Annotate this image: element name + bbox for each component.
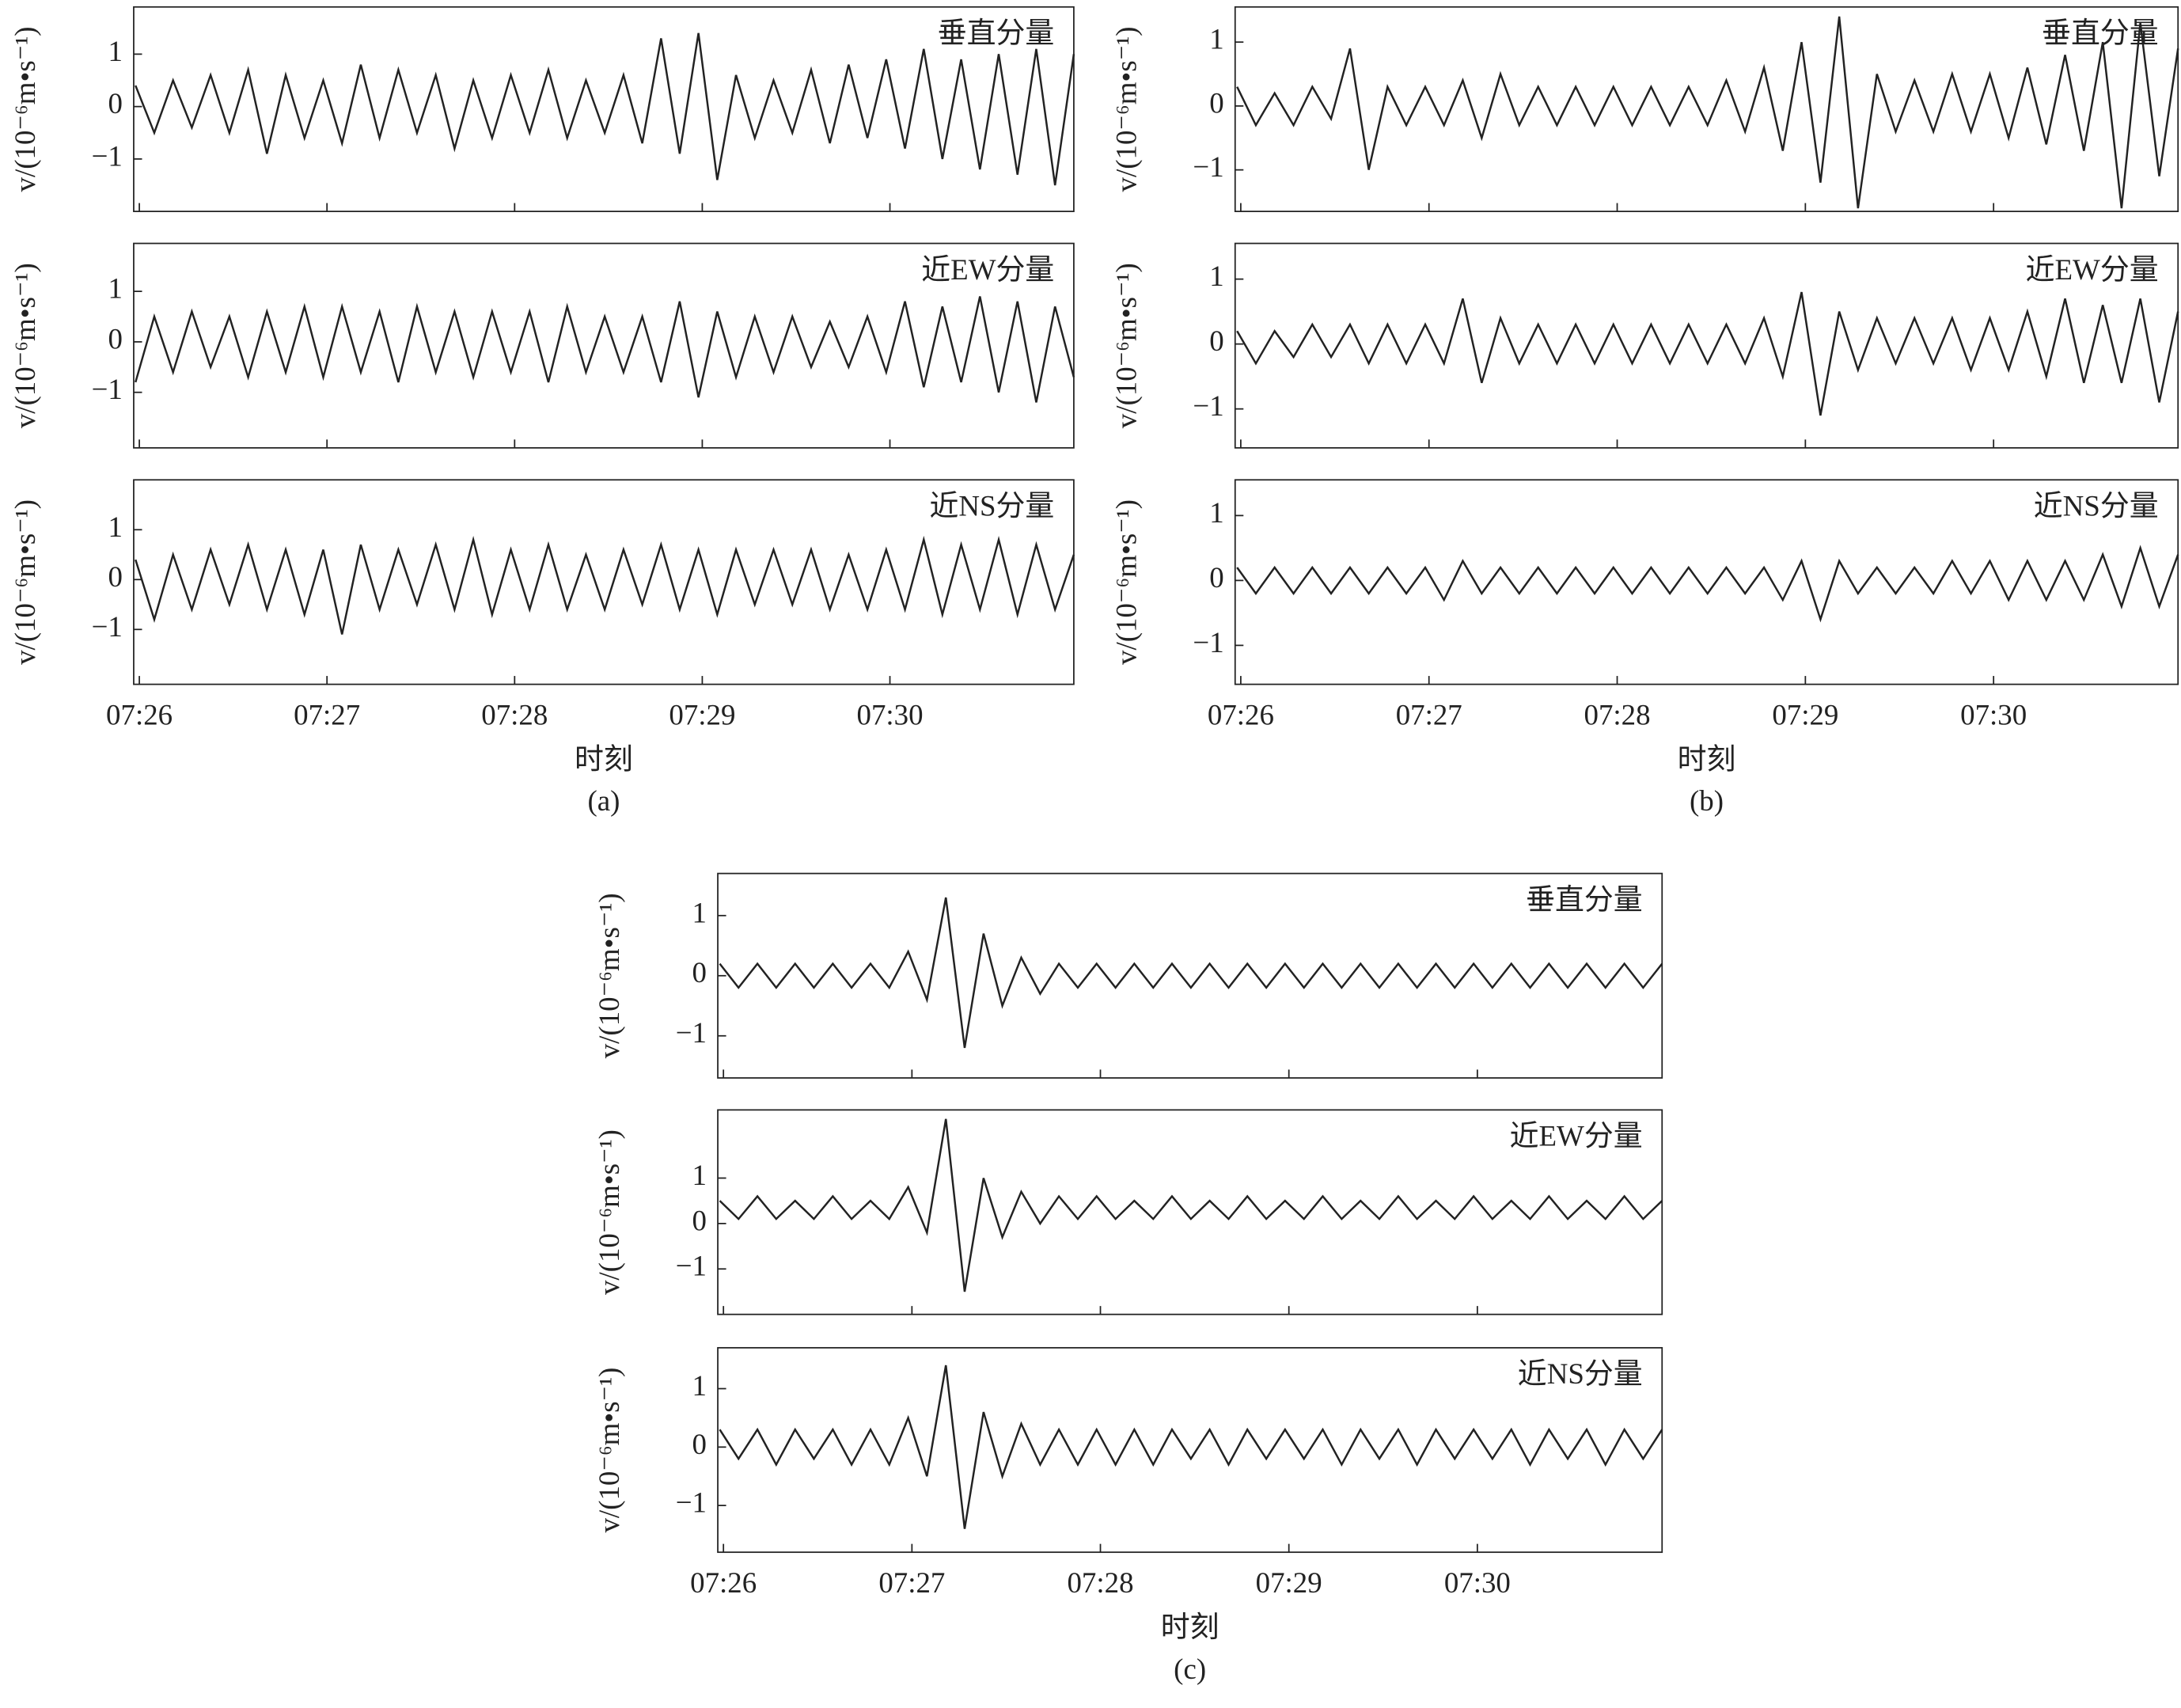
y-tick-label: −1 bbox=[1193, 389, 1223, 422]
y-tick-label: 0 bbox=[1209, 325, 1223, 357]
waveform bbox=[135, 296, 1075, 403]
caption: (a) bbox=[587, 784, 620, 818]
y-axis-label: v/(10⁻⁶m•s⁻¹) bbox=[9, 26, 42, 192]
x-tick-label: 07:26 bbox=[106, 698, 173, 731]
panel: −1 0 1 07:26 07:27 07:28 07:29 07:30 近NS分量 v/(10⁻… bbox=[9, 479, 1075, 731]
panel: −1 0 1 07:26 07:27 07:28 07:29 07:30 近NS分量 v/(10⁻… bbox=[593, 1346, 1663, 1599]
y-tick-label: 0 bbox=[108, 560, 122, 593]
x-tick-label: 07:30 bbox=[857, 698, 924, 731]
y-tick-label: 0 bbox=[692, 956, 707, 989]
panel-frame bbox=[717, 1346, 1663, 1554]
y-tick-label: 0 bbox=[692, 1428, 707, 1460]
x-tick-label: 07:28 bbox=[1584, 698, 1651, 731]
y-tick-label: 1 bbox=[108, 35, 122, 67]
panel-frame bbox=[133, 6, 1075, 212]
x-tick-label: 07:30 bbox=[1444, 1566, 1511, 1599]
y-tick-label: −1 bbox=[1193, 626, 1223, 659]
panel-title: 近EW分量 bbox=[921, 253, 1054, 286]
y-axis-label: v/(10⁻⁶m•s⁻¹) bbox=[593, 1368, 626, 1533]
y-tick-label: 1 bbox=[1209, 496, 1223, 529]
y-tick-label: −1 bbox=[92, 373, 123, 405]
panel: −1 0 1 垂直分量 v/(10⁻⁶m•s⁻¹) bbox=[1110, 6, 2179, 212]
panel-title: 近NS分量 bbox=[2034, 490, 2159, 522]
y-tick-label: 0 bbox=[1209, 561, 1223, 594]
x-tick-label: 07:28 bbox=[1068, 1566, 1134, 1599]
x-tick-label: 07:30 bbox=[1960, 698, 2027, 731]
y-axis-label: v/(10⁻⁶m•s⁻¹) bbox=[9, 499, 42, 665]
waveform bbox=[719, 1118, 1663, 1292]
x-tick-label: 07:29 bbox=[1256, 1566, 1322, 1599]
waveform bbox=[135, 535, 1075, 635]
x-tick-label: 07:29 bbox=[1772, 698, 1838, 731]
y-axis-label: v/(10⁻⁶m•s⁻¹) bbox=[9, 263, 42, 428]
caption: (c) bbox=[1174, 1653, 1206, 1686]
caption: (b) bbox=[1690, 784, 1724, 818]
waveform bbox=[1236, 291, 2179, 416]
y-tick-label: −1 bbox=[92, 139, 123, 172]
x-axis-label: 时刻 bbox=[575, 742, 633, 775]
x-tick-label: 07:26 bbox=[1208, 698, 1274, 731]
x-tick-label: 07:28 bbox=[481, 698, 548, 731]
panel-frame bbox=[1234, 242, 2179, 449]
y-axis-label: v/(10⁻⁶m•s⁻¹) bbox=[1110, 499, 1144, 665]
waveform bbox=[1236, 545, 2179, 623]
y-tick-label: 1 bbox=[692, 1159, 707, 1191]
y-tick-label: −1 bbox=[676, 1486, 707, 1519]
panel-title: 近EW分量 bbox=[2026, 253, 2159, 286]
x-tick-label: 07:27 bbox=[878, 1566, 945, 1599]
y-axis-label: v/(10⁻⁶m•s⁻¹) bbox=[593, 1129, 626, 1295]
y-tick-label: 1 bbox=[108, 511, 122, 543]
y-axis-label: v/(10⁻⁶m•s⁻¹) bbox=[593, 893, 626, 1058]
panel: −1 0 1 垂直分量 v/(10⁻⁶m•s⁻¹) bbox=[593, 872, 1663, 1079]
y-tick-label: 1 bbox=[108, 272, 122, 305]
y-tick-label: 0 bbox=[108, 87, 122, 120]
y-tick-label: −1 bbox=[1193, 150, 1223, 183]
panel-frame bbox=[133, 242, 1075, 449]
waveform bbox=[719, 1365, 1663, 1529]
x-tick-label: 07:27 bbox=[1396, 698, 1462, 731]
panel-title: 近NS分量 bbox=[1518, 1357, 1643, 1390]
panel-frame bbox=[717, 1109, 1663, 1315]
y-tick-label: −1 bbox=[676, 1250, 707, 1282]
y-axis-label: v/(10⁻⁶m•s⁻¹) bbox=[1110, 26, 1144, 192]
x-tick-label: 07:29 bbox=[669, 698, 735, 731]
panel-title: 垂直分量 bbox=[2042, 17, 2159, 49]
panel: −1 0 1 垂直分量 v/(10⁻⁶m•s⁻¹) bbox=[9, 6, 1075, 212]
y-tick-label: 1 bbox=[1209, 23, 1223, 55]
panel: −1 0 1 近EW分量 v/(10⁻⁶m•s⁻¹) bbox=[593, 1109, 1663, 1315]
waveform bbox=[135, 32, 1075, 186]
panel-title: 近NS分量 bbox=[929, 490, 1054, 522]
panel-title: 垂直分量 bbox=[1526, 883, 1643, 916]
y-tick-label: 0 bbox=[1209, 86, 1223, 119]
x-tick-label: 07:27 bbox=[294, 698, 360, 731]
y-tick-label: 1 bbox=[692, 1369, 707, 1402]
x-axis-label: 时刻 bbox=[1678, 742, 1736, 775]
panel-frame bbox=[1234, 6, 2179, 212]
panel: −1 0 1 近EW分量 v/(10⁻⁶m•s⁻¹) bbox=[9, 242, 1075, 449]
y-tick-label: 0 bbox=[108, 322, 122, 355]
y-tick-label: −1 bbox=[676, 1016, 707, 1049]
panel-frame bbox=[1234, 479, 2179, 685]
x-tick-label: 07:26 bbox=[690, 1566, 757, 1599]
waveform bbox=[719, 897, 1663, 1049]
x-axis-label: 时刻 bbox=[1161, 1611, 1219, 1643]
y-tick-label: −1 bbox=[92, 610, 123, 643]
y-tick-label: 0 bbox=[692, 1204, 707, 1236]
y-tick-label: 1 bbox=[692, 896, 707, 928]
panel-title: 近EW分量 bbox=[1510, 1120, 1643, 1152]
y-tick-label: 1 bbox=[1209, 260, 1223, 292]
panel: −1 0 1 近EW分量 v/(10⁻⁶m•s⁻¹) bbox=[1110, 242, 2179, 449]
panel-frame bbox=[133, 479, 1075, 685]
panel-title: 垂直分量 bbox=[938, 17, 1055, 49]
waveform bbox=[1236, 16, 2179, 209]
y-axis-label: v/(10⁻⁶m•s⁻¹) bbox=[1110, 263, 1144, 428]
panel: −1 0 1 07:26 07:27 07:28 07:29 07:30 近NS分量 v/(10⁻… bbox=[1110, 479, 2179, 731]
